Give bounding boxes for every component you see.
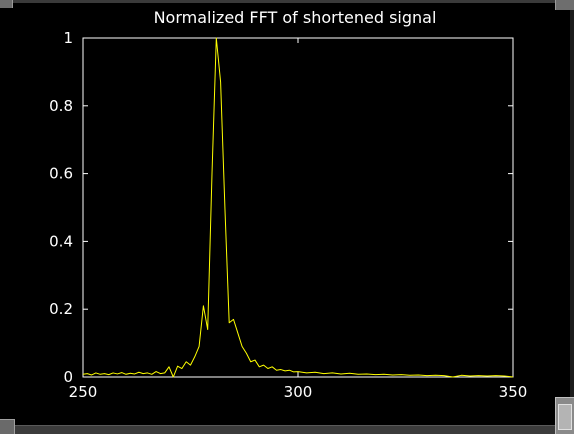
axes-box [82,37,514,378]
resize-handle[interactable] [555,397,574,434]
plot-area: 250 300 350 0 0.2 0.4 0.6 0.8 1 [49,29,527,401]
window-corner-top-right[interactable] [555,0,574,10]
y-tick-label-0.4: 0.4 [49,232,73,250]
x-tick-label-300: 300 [284,383,313,401]
resize-grip-icon [558,404,572,430]
series-group [82,37,514,378]
y-tick-label-0.2: 0.2 [49,300,73,318]
series-line-0 [82,37,514,378]
window-corner-top-left[interactable] [0,0,13,8]
window-bottom-border [0,425,574,434]
y-tick-label-0.6: 0.6 [49,165,73,183]
window-right-border [570,10,574,398]
chart-title: Normalized FFT of shortened signal [154,8,437,27]
x-tick-label-250: 250 [69,383,98,401]
y-tick-label-1: 1 [63,29,73,47]
window-top-border [0,0,574,3]
y-axis-ticks: 0 0.2 0.4 0.6 0.8 1 [49,29,513,386]
x-axis-ticks: 250 300 350 [69,38,528,401]
x-tick-label-350: 350 [499,383,528,401]
y-tick-label-0: 0 [63,368,73,386]
y-tick-label-0.8: 0.8 [49,97,73,115]
window-corner-bottom-left[interactable] [0,419,15,434]
